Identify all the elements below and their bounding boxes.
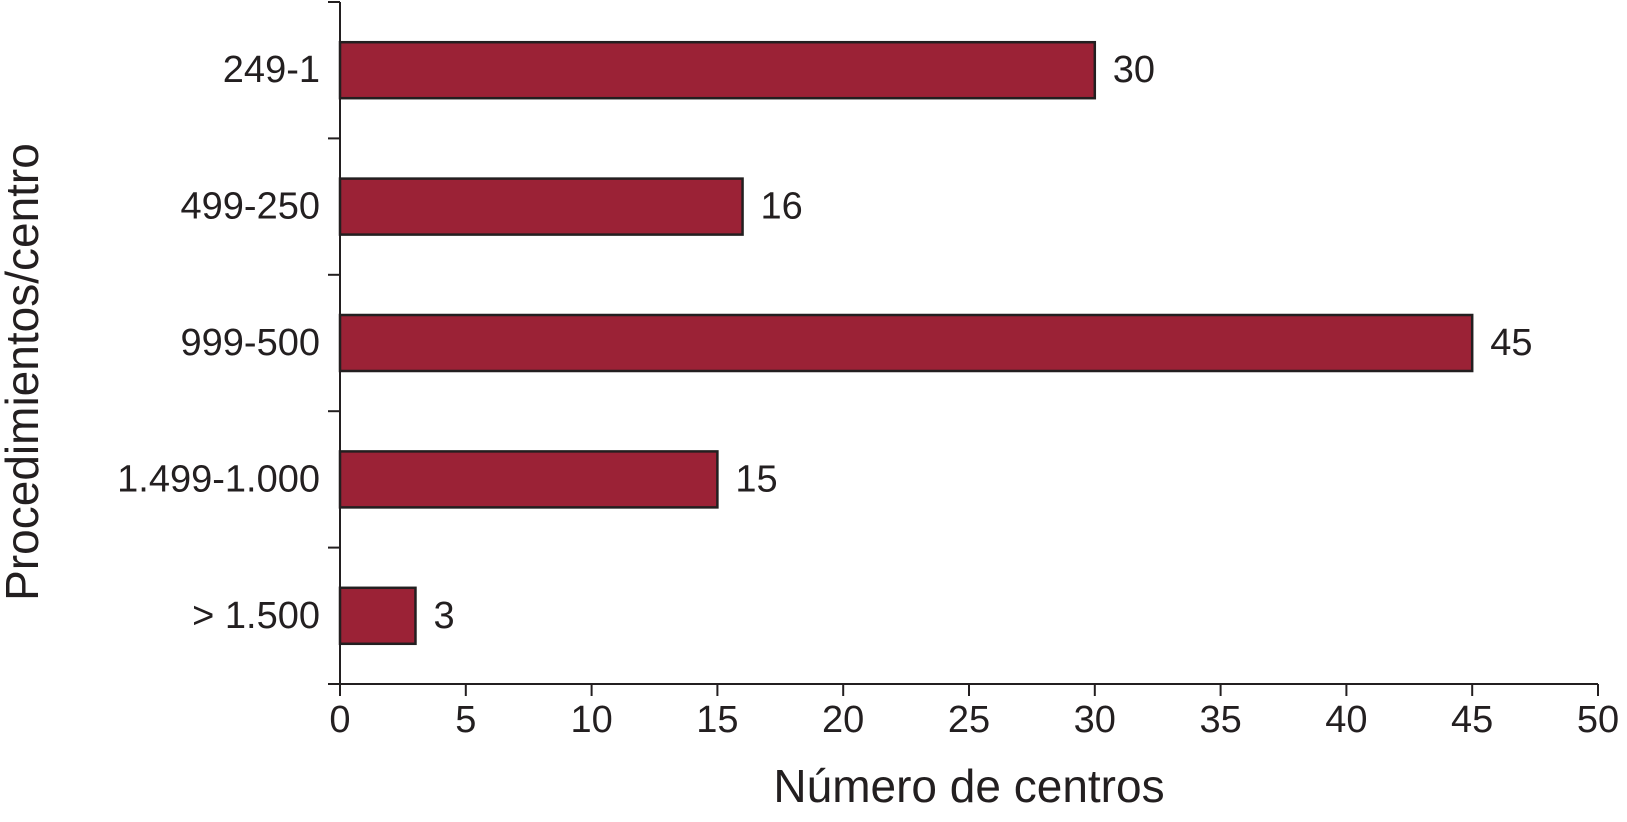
y-tick-label: 249-1 xyxy=(223,49,320,91)
bar xyxy=(338,450,719,509)
value-label: 16 xyxy=(761,186,803,228)
x-tick-label: 10 xyxy=(570,699,612,741)
bar xyxy=(338,177,744,236)
value-label: 30 xyxy=(1113,49,1155,91)
y-tick-label: 499-250 xyxy=(181,186,320,228)
x-tick-label: 35 xyxy=(1199,699,1241,741)
x-tick-label: 0 xyxy=(329,699,350,741)
y-tick-label: 999-500 xyxy=(181,322,320,364)
bar xyxy=(338,313,1474,373)
y-tick-label: > 1.500 xyxy=(192,595,320,637)
x-tick-label: 40 xyxy=(1325,699,1367,741)
bar xyxy=(338,586,417,646)
x-tick-label: 25 xyxy=(948,699,990,741)
x-tick-label: 50 xyxy=(1577,699,1619,741)
x-tick-label: 30 xyxy=(1074,699,1116,741)
x-tick-label: 15 xyxy=(696,699,738,741)
bar xyxy=(338,40,1097,100)
value-label: 3 xyxy=(433,595,454,637)
value-label: 15 xyxy=(735,458,777,500)
y-tick-label: 1.499-1.000 xyxy=(117,458,320,500)
y-axis-title: Procedimientos/centro xyxy=(0,143,48,601)
value-label: 45 xyxy=(1490,322,1532,364)
x-axis-title: Número de centros xyxy=(773,760,1164,812)
x-tick-label: 20 xyxy=(822,699,864,741)
x-tick-label: 5 xyxy=(455,699,476,741)
x-tick-label: 45 xyxy=(1451,699,1493,741)
